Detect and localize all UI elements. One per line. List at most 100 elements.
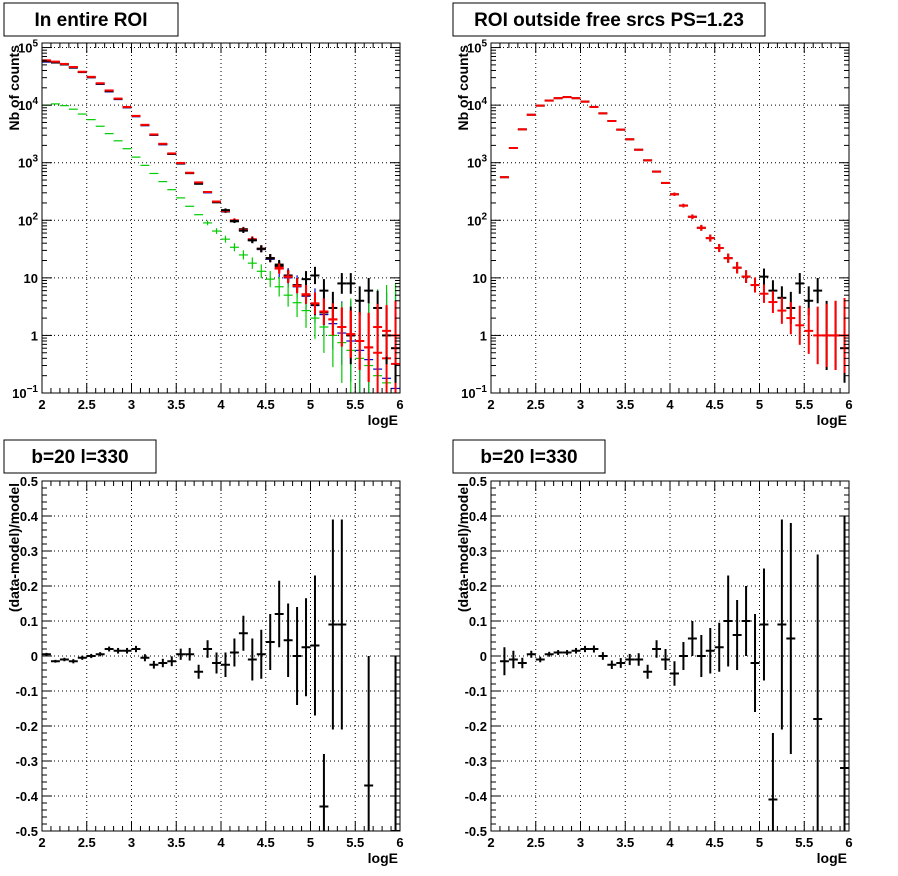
x-tick-label: 6: [845, 397, 852, 412]
y-tick-mantissa: 10: [24, 271, 38, 286]
y-tick-label: 0.5: [469, 474, 487, 489]
data-point: [355, 286, 365, 316]
chart-title: b=20 l=330: [480, 447, 577, 468]
x-tick-label: 5: [756, 397, 763, 412]
x-tick-label: 6: [845, 835, 852, 850]
data-point: [283, 270, 293, 283]
y-tick-mantissa: 10: [18, 156, 32, 171]
data-point: [59, 657, 69, 662]
plot-area: [491, 481, 849, 831]
y-tick-exponent: 4: [481, 96, 487, 107]
data-point: [212, 228, 221, 234]
data-point: [705, 628, 715, 674]
data-point: [301, 598, 311, 697]
y-axis-title: Nb of counts: [6, 45, 22, 131]
data-point: [95, 652, 105, 657]
y-tick-label: 0.1: [20, 614, 38, 629]
data-point: [229, 219, 239, 223]
y-tick-label: -0.2: [16, 719, 38, 734]
x-tick-label: 2: [38, 835, 45, 850]
y-tick-exponent: 5: [32, 39, 38, 50]
data-layer: [499, 96, 849, 383]
y-tick-label: -0.4: [16, 789, 39, 804]
chart-title: b=20 l=330: [31, 447, 128, 468]
y-tick-label: -0.3: [465, 754, 487, 769]
y-tick-label: -0.5: [465, 824, 487, 839]
y-tick-exponent: 3: [481, 154, 487, 165]
data-point: [382, 304, 392, 357]
x-axis-title: logE: [817, 412, 847, 428]
data-point: [777, 297, 787, 324]
x-tick-label: 5: [307, 835, 314, 850]
data-point: [140, 654, 150, 662]
data-point: [292, 607, 302, 705]
y-tick-exponent: 4: [32, 96, 38, 107]
data-point: [517, 657, 527, 669]
y-tick-label: -0.5: [16, 824, 38, 839]
y-tick-exponent: 3: [32, 154, 38, 165]
data-point: [795, 273, 805, 294]
data-point: [221, 208, 230, 212]
data-layer: [499, 516, 849, 831]
x-tick-label: 6: [396, 397, 403, 412]
data-point: [786, 523, 796, 754]
panel-residuals-right: 2 2.5 3 3.5 4 4.5 5 5.5 6 -0.5 -0.4 -0.3 -0.2 -0.1 0 0.…: [452, 439, 853, 866]
series-0: [42, 519, 400, 831]
y-tick-mantissa: 10: [18, 213, 32, 228]
y-tick-label: 102: [467, 211, 487, 228]
data-point: [535, 656, 545, 663]
data-point: [301, 271, 311, 288]
x-tick-label: 5: [307, 397, 314, 412]
data-point: [723, 575, 733, 667]
y-tick-label: -0.3: [16, 754, 38, 769]
data-point: [732, 600, 742, 670]
data-point: [256, 629, 266, 679]
data-point: [508, 650, 518, 669]
series-5: [274, 263, 400, 382]
data-point: [643, 664, 653, 679]
data-point: [77, 655, 87, 660]
panel-counts-outside-free-srcs: 2 2.5 3 3.5 4 4.5 5 5.5 610−1110102103104105logE…: [452, 2, 853, 428]
x-tick-label: 3: [577, 835, 584, 850]
y-tick-label: 1: [31, 328, 38, 343]
x-tick-label: 2: [487, 835, 494, 850]
y-tick-label: 105: [467, 39, 487, 56]
data-point: [813, 554, 823, 831]
x-tick-label: 3.5: [616, 397, 634, 412]
y-tick-exponent: −1: [476, 384, 488, 395]
data-point: [283, 283, 293, 307]
data-point: [822, 303, 832, 368]
data-point: [319, 298, 329, 325]
y-tick-label: 104: [18, 96, 38, 113]
y-tick-mantissa: 10: [18, 41, 32, 56]
x-tick-label: 4: [217, 397, 225, 412]
x-tick-label: 3.5: [167, 397, 185, 412]
data-point: [292, 278, 302, 294]
data-point: [634, 653, 644, 666]
data-layer: [42, 59, 400, 393]
y-tick-label: 103: [467, 154, 487, 171]
data-point: [670, 192, 679, 196]
y-tick-label: 0: [480, 649, 487, 664]
x-tick-label: 3: [128, 835, 135, 850]
title-box: [3, 439, 157, 474]
data-point: [777, 519, 787, 730]
data-point: [328, 303, 338, 336]
title-box: [452, 439, 606, 474]
data-point: [696, 635, 706, 677]
y-tick-label: 0.2: [20, 579, 38, 594]
y-tick-label: 0: [31, 649, 38, 664]
data-point: [247, 257, 257, 269]
data-point: [86, 653, 96, 659]
data-point: [274, 263, 284, 274]
y-tick-label: 0.4: [469, 509, 488, 524]
x-tick-label: 4: [217, 835, 225, 850]
data-point: [221, 652, 230, 677]
data-point: [50, 659, 60, 663]
data-point: [364, 277, 374, 304]
data-point: [678, 203, 688, 208]
data-point: [661, 649, 670, 670]
data-layer: [42, 519, 400, 831]
x-tick-label: 4.5: [257, 397, 275, 412]
x-tick-label: 4.5: [257, 835, 275, 850]
